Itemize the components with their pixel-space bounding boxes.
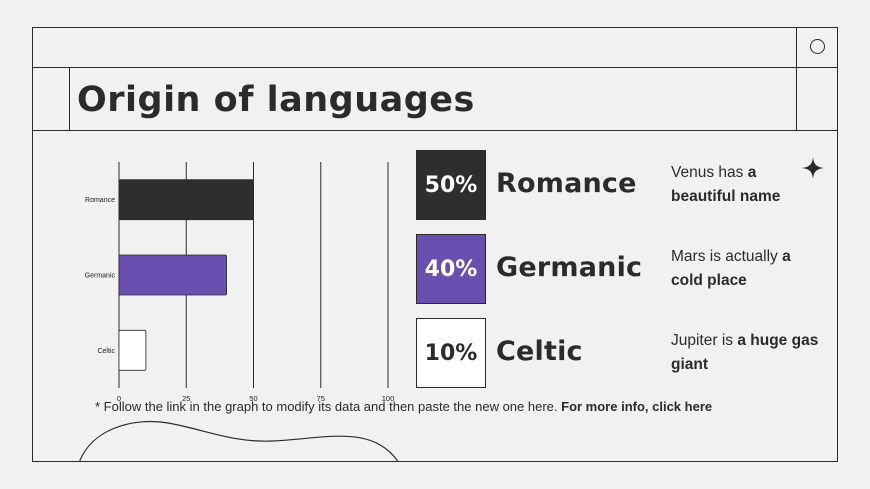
x-tick-label: 25 bbox=[182, 394, 190, 403]
description-bold: a huge gas giant bbox=[671, 332, 819, 373]
category-label: Germanic bbox=[85, 273, 116, 280]
legend-row-romance: 50% Romance Venus has a beautiful name bbox=[416, 150, 796, 220]
category-label: Celtic bbox=[97, 348, 115, 355]
slide-frame: Origin of languages Romance Germanic Celti… bbox=[32, 27, 838, 462]
sparkle-icon bbox=[802, 157, 824, 179]
description-bold: a beautiful name bbox=[671, 164, 781, 205]
description-plain: Jupiter is bbox=[671, 332, 738, 349]
description: Venus has a beautiful name bbox=[671, 161, 821, 209]
window-button-divider bbox=[796, 28, 797, 68]
title-right-divider bbox=[796, 67, 797, 131]
legend-row-germanic: 40% Germanic Mars is actually a cold place bbox=[416, 234, 796, 304]
description-bold: a cold place bbox=[671, 248, 791, 289]
language-family-name: Germanic bbox=[496, 252, 643, 283]
page-title: Origin of languages bbox=[77, 80, 475, 120]
language-family-name: Celtic bbox=[496, 336, 583, 367]
circle-icon[interactable] bbox=[810, 39, 825, 54]
description: Jupiter is a huge gas giant bbox=[671, 329, 821, 377]
header-bottom-divider bbox=[33, 130, 837, 131]
bar-germanic[interactable] bbox=[118, 254, 227, 296]
x-tick-label: 50 bbox=[249, 394, 257, 403]
language-family-name: Romance bbox=[496, 168, 637, 199]
description-plain: Venus has bbox=[671, 164, 748, 181]
percent-box: 50% bbox=[416, 150, 486, 220]
x-tick-label: 100 bbox=[382, 394, 395, 403]
title-left-divider bbox=[69, 67, 70, 131]
more-info-link[interactable]: For more info, click here bbox=[561, 399, 713, 414]
legend-row-celtic: 10% Celtic Jupiter is a huge gas giant bbox=[416, 318, 818, 388]
x-tick-label: 75 bbox=[317, 394, 325, 403]
header-top-divider bbox=[33, 67, 837, 68]
percent-box: 40% bbox=[416, 234, 486, 304]
decorative-wave bbox=[79, 420, 399, 461]
bar-celtic[interactable] bbox=[118, 329, 147, 371]
footnote: * Follow the link in the graph to modify… bbox=[95, 399, 712, 414]
footnote-text: * Follow the link in the graph to modify… bbox=[95, 399, 562, 414]
description: Mars is actually a cold place bbox=[671, 245, 821, 293]
category-label: Romance bbox=[85, 197, 115, 204]
bar-romance[interactable] bbox=[118, 179, 254, 221]
bar-chart[interactable]: Romance Germanic Celtic 0 25 50 75 100 bbox=[73, 155, 403, 410]
percent-box: 10% bbox=[416, 318, 486, 388]
x-tick-label: 0 bbox=[117, 394, 121, 403]
description-plain: Mars is actually bbox=[671, 248, 783, 265]
